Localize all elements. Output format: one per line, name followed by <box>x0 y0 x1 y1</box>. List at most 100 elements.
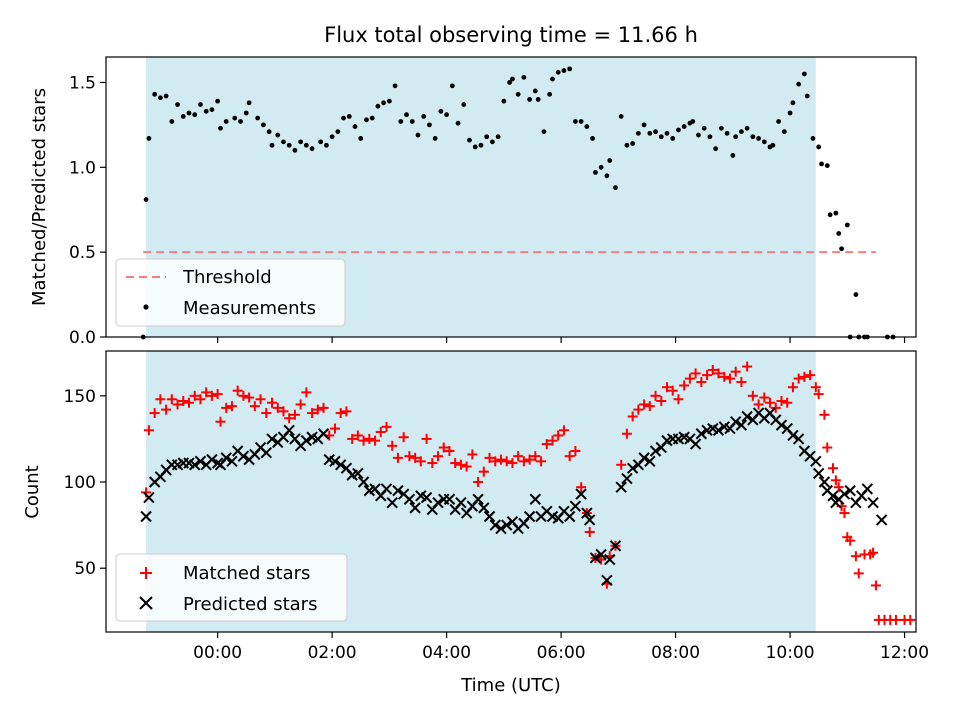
predicted-star-point <box>626 462 639 474</box>
measurement-point <box>432 136 438 141</box>
measurement-point <box>335 129 341 135</box>
measurement-point <box>713 146 719 152</box>
y-tick-label: 0.5 <box>69 243 96 263</box>
predicted-star-point <box>300 434 313 447</box>
y-tick-label: 50 <box>74 559 96 579</box>
matched-star-point <box>172 399 183 410</box>
matched-star-point <box>381 421 392 432</box>
measurement-point <box>607 158 613 163</box>
matched-star-point <box>564 451 575 462</box>
measurement-point <box>635 130 641 136</box>
measurement-point <box>515 91 521 97</box>
measurement-point <box>298 139 304 145</box>
matched-star-point <box>576 482 587 493</box>
measurement-point <box>664 130 670 136</box>
matched-star-point <box>845 535 856 546</box>
top-y-ticks: 0.0 0.5 1.0 1.5 <box>69 73 106 348</box>
matched-star-point <box>421 433 432 444</box>
predicted-star-point <box>818 476 831 488</box>
measurement-point <box>653 129 658 135</box>
x-tick-label: 00:00 <box>193 643 242 663</box>
matched-star-point <box>341 406 352 417</box>
matched-star-point <box>450 458 461 469</box>
measurement-point <box>318 139 324 145</box>
matched-star-point <box>616 459 627 470</box>
predicted-star-point <box>220 452 232 464</box>
predicted-star-point <box>649 445 662 457</box>
predicted-star-point <box>432 496 444 509</box>
predicted-star-point <box>735 419 748 431</box>
measurement-point <box>739 129 744 135</box>
matched-star-point <box>433 451 444 462</box>
matched-stars-points <box>141 361 916 625</box>
measurement-point <box>624 142 630 148</box>
matched-star-point <box>444 445 455 456</box>
measurement-point <box>303 142 309 148</box>
measurement-point <box>521 74 527 80</box>
predicted-star-point <box>283 424 295 437</box>
matched-star-point <box>518 456 529 467</box>
measurement-point <box>507 80 512 85</box>
predicted-star-point <box>695 428 708 440</box>
matched-star-point <box>793 373 804 384</box>
measurement-point <box>527 97 533 102</box>
matched-star-point <box>278 406 289 417</box>
matched-star-point <box>307 408 318 419</box>
matched-star-point <box>364 433 375 444</box>
measurement-point <box>409 119 415 124</box>
predicted-star-point <box>621 472 633 485</box>
measurement-point <box>209 107 215 113</box>
matched-star-point <box>553 430 564 441</box>
measurement-point <box>584 124 590 129</box>
measurement-point <box>810 136 816 141</box>
matched-star-point <box>707 364 718 375</box>
measurement-point <box>598 164 604 170</box>
measurement-point <box>604 173 610 179</box>
matched-star-point <box>347 433 358 444</box>
matched-star-point <box>530 451 541 462</box>
measurement-point <box>630 141 636 146</box>
measurement-point <box>455 120 461 126</box>
predicted-star-point <box>529 493 542 505</box>
measurement-point <box>478 142 484 148</box>
matched-star-point <box>149 408 160 419</box>
matched-star-point <box>352 430 363 441</box>
measurement-point <box>819 161 824 167</box>
predicted-star-point <box>352 467 364 480</box>
measurement-point <box>707 134 713 140</box>
measurement-point <box>824 163 830 169</box>
matched-star-point <box>558 425 569 436</box>
matched-star-point <box>853 568 864 579</box>
predicted-star-point <box>403 493 416 505</box>
predicted-star-point <box>812 467 825 480</box>
predicted-star-point <box>386 496 398 509</box>
predicted-star-point <box>575 488 587 500</box>
x-tick-label: 12:00 <box>880 643 929 663</box>
matched-star-point <box>238 390 249 401</box>
predicted-star-point <box>495 522 507 535</box>
predicted-star-point <box>712 424 725 437</box>
matched-star-point <box>661 382 672 393</box>
matched-star-point <box>301 387 312 398</box>
measurement-point <box>261 122 266 128</box>
measurement-point <box>275 132 281 138</box>
measurement-point <box>796 81 802 87</box>
measurement-point <box>341 115 346 121</box>
matched-star-point <box>404 451 415 462</box>
predicted-star-point <box>392 484 404 497</box>
measurement-point <box>238 119 243 124</box>
matched-star-point <box>627 411 638 422</box>
predicted-star-point <box>775 419 788 431</box>
x-axis-label: Time (UTC) <box>460 675 561 696</box>
measurement-point <box>676 127 681 133</box>
measurement-point <box>329 134 335 140</box>
measurement-point <box>593 169 598 175</box>
bottom-y-axis-label: Count <box>22 465 43 518</box>
matched-star-point <box>787 382 798 393</box>
predicted-star-point <box>838 488 851 500</box>
matched-star-point <box>267 397 278 408</box>
matched-star-point <box>201 387 212 398</box>
measurement-point <box>489 139 495 145</box>
measurement-point <box>415 132 421 138</box>
measurement-point <box>547 91 553 97</box>
